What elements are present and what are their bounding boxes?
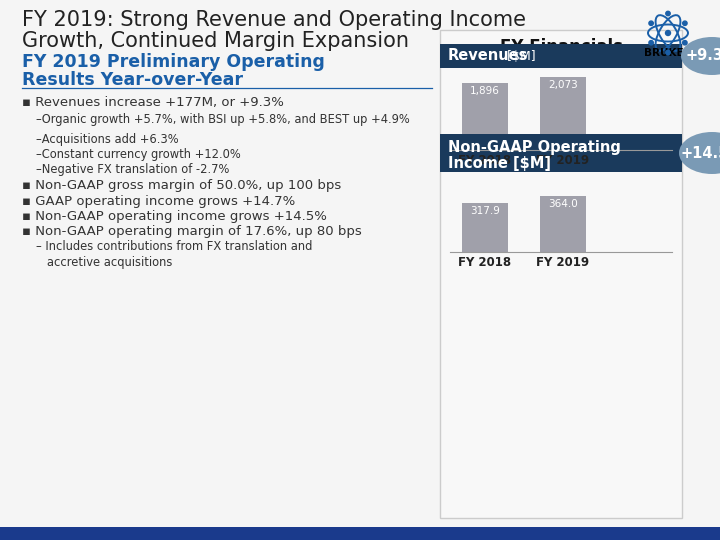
Text: –Constant currency growth +12.0%: –Constant currency growth +12.0% (36, 148, 240, 161)
Text: FY 2019 Preliminary Operating: FY 2019 Preliminary Operating (22, 53, 325, 71)
Text: [$M]: [$M] (503, 50, 536, 63)
FancyBboxPatch shape (462, 203, 508, 252)
Text: ▪ Non-GAAP gross margin of 50.0%, up 100 bps: ▪ Non-GAAP gross margin of 50.0%, up 100… (22, 179, 341, 192)
FancyBboxPatch shape (462, 83, 508, 150)
Text: –Negative FX translation of -2.7%: –Negative FX translation of -2.7% (36, 163, 230, 176)
Circle shape (666, 50, 670, 55)
Ellipse shape (679, 132, 720, 174)
FancyBboxPatch shape (540, 195, 586, 252)
Text: – Includes contributions from FX translation and
   accretive acquisitions: – Includes contributions from FX transla… (36, 240, 312, 269)
FancyBboxPatch shape (440, 44, 682, 68)
Text: 2,073: 2,073 (548, 79, 578, 90)
Text: FY Financials: FY Financials (500, 38, 623, 56)
Text: FY 2019: FY 2019 (536, 256, 590, 269)
Text: ▪ GAAP operating income grows +14.7%: ▪ GAAP operating income grows +14.7% (22, 195, 295, 208)
Circle shape (649, 40, 653, 45)
Text: –Organic growth +5.7%, with BSI up +5.8%, and BEST up +4.9%: –Organic growth +5.7%, with BSI up +5.8%… (36, 113, 410, 126)
Circle shape (683, 21, 687, 25)
Text: 317.9: 317.9 (470, 206, 500, 216)
Text: BRUKER: BRUKER (644, 48, 692, 58)
Text: ▪ Non-GAAP operating income grows +14.5%: ▪ Non-GAAP operating income grows +14.5% (22, 210, 327, 223)
Text: Results Year-over-Year: Results Year-over-Year (22, 71, 243, 89)
Text: Revenues: Revenues (448, 49, 528, 64)
FancyBboxPatch shape (440, 134, 682, 172)
FancyBboxPatch shape (440, 30, 682, 518)
Text: FY 2019: FY 2019 (536, 154, 590, 167)
Text: 1,896: 1,896 (470, 86, 500, 96)
Text: FY 2018: FY 2018 (459, 256, 512, 269)
Text: Growth, Continued Margin Expansion: Growth, Continued Margin Expansion (22, 31, 409, 51)
Text: ▪ Non-GAAP operating margin of 17.6%, up 80 bps: ▪ Non-GAAP operating margin of 17.6%, up… (22, 225, 361, 238)
Circle shape (649, 21, 653, 25)
Text: Income [$M]: Income [$M] (448, 156, 551, 171)
Circle shape (666, 11, 670, 16)
Circle shape (683, 40, 687, 45)
Ellipse shape (681, 37, 720, 75)
Text: FY 2019: Strong Revenue and Operating Income: FY 2019: Strong Revenue and Operating In… (22, 10, 526, 30)
Text: ▪ Revenues increase +177M, or +9.3%: ▪ Revenues increase +177M, or +9.3% (22, 96, 284, 109)
FancyBboxPatch shape (0, 527, 720, 540)
Text: 364.0: 364.0 (548, 199, 578, 208)
Circle shape (665, 30, 670, 36)
Text: +9.3%: +9.3% (685, 49, 720, 64)
Text: –Acquisitions add +6.3%: –Acquisitions add +6.3% (36, 133, 179, 146)
Text: FY 2018: FY 2018 (459, 154, 512, 167)
Text: Non-GAAP Operating: Non-GAAP Operating (448, 140, 621, 155)
Text: +14.5%: +14.5% (680, 145, 720, 160)
FancyBboxPatch shape (540, 77, 586, 150)
